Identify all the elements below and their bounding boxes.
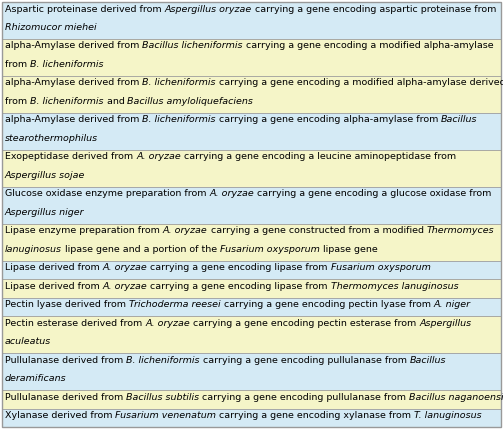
Text: lipase gene: lipase gene [320,245,378,254]
Text: Thermomyces: Thermomyces [427,226,494,235]
Text: A. oryzae: A. oryzae [145,319,190,328]
Text: Aspergillus: Aspergillus [419,319,471,328]
Text: Rhizomucor miehei: Rhizomucor miehei [5,23,97,32]
Bar [2,76,501,113]
Text: Fusarium venenatum: Fusarium venenatum [116,411,216,420]
Bar [2,316,501,353]
Text: Lipase enzyme preparation from: Lipase enzyme preparation from [5,226,163,235]
Text: Aspartic proteinase derived from: Aspartic proteinase derived from [5,4,164,13]
Text: carrying a gene encoding a glucose oxidase from: carrying a gene encoding a glucose oxida… [254,189,491,198]
Text: Bacillus subtilis: Bacillus subtilis [126,393,199,402]
Text: alpha-Amylase derived from: alpha-Amylase derived from [5,79,142,88]
Text: Glucose oxidase enzyme preparation from: Glucose oxidase enzyme preparation from [5,189,210,198]
Text: alpha-Amylase derived from: alpha-Amylase derived from [5,42,142,51]
Text: B. licheniformis: B. licheniformis [142,79,216,88]
Bar [2,113,501,150]
Text: A. oryzae: A. oryzae [136,152,181,161]
Text: Pullulanase derived from: Pullulanase derived from [5,393,126,402]
Text: B. licheniformis: B. licheniformis [30,60,104,69]
Text: Fusarium oxysporum: Fusarium oxysporum [331,263,431,272]
Text: carrying a gene encoding lipase from: carrying a gene encoding lipase from [147,263,331,272]
Text: and: and [104,97,127,106]
Text: Lipase derived from: Lipase derived from [5,263,103,272]
Bar [2,408,501,427]
Text: from: from [5,60,30,69]
Bar [2,224,501,261]
Text: A. oryzae: A. oryzae [163,226,208,235]
Bar [2,353,501,390]
Text: Bacillus: Bacillus [441,115,478,124]
Text: carrying a gene encoding pectin esterase from: carrying a gene encoding pectin esterase… [190,319,419,328]
Text: Trichoderma reesei: Trichoderma reesei [129,300,221,309]
Text: A. oryzae: A. oryzae [210,189,254,198]
Bar [2,390,501,408]
Text: Lipase derived from: Lipase derived from [5,282,103,291]
Text: Exopeptidase derived from: Exopeptidase derived from [5,152,136,161]
Text: carrying a gene constructed from a modified: carrying a gene constructed from a modif… [208,226,427,235]
Bar [2,2,501,39]
Text: carrying a gene encoding a modified alpha-amylase: carrying a gene encoding a modified alph… [243,42,493,51]
Bar [2,187,501,224]
Text: Fusarium oxysporum: Fusarium oxysporum [220,245,320,254]
Text: T. lanuginosus: T. lanuginosus [414,411,482,420]
Text: carrying a gene encoding a leucine aminopeptidase from: carrying a gene encoding a leucine amino… [181,152,456,161]
Bar [2,298,501,316]
Text: A. oryzae: A. oryzae [103,282,147,291]
Text: Bacillus: Bacillus [410,356,446,365]
Text: carrying a gene encoding alpha-amylase from: carrying a gene encoding alpha-amylase f… [216,115,441,124]
Text: Aspergillus oryzae: Aspergillus oryzae [164,4,252,13]
Text: Aspergillus sojae: Aspergillus sojae [5,171,86,180]
Bar [2,261,501,279]
Text: stearothermophilus: stearothermophilus [5,134,98,143]
Text: B. licheniformis: B. licheniformis [126,356,200,365]
Text: lipase gene and a portion of the: lipase gene and a portion of the [62,245,220,254]
Text: A. oryzae: A. oryzae [103,263,147,272]
Text: Thermomyces lanuginosus: Thermomyces lanuginosus [331,282,459,291]
Text: from: from [5,97,30,106]
Text: carrying a gene encoding pullulanase from: carrying a gene encoding pullulanase fro… [199,393,409,402]
Text: A. niger: A. niger [434,300,471,309]
Text: Pullulanase derived from: Pullulanase derived from [5,356,126,365]
Text: Bacillus naganoensis: Bacillus naganoensis [409,393,503,402]
Text: carrying a gene encoding lipase from: carrying a gene encoding lipase from [147,282,331,291]
Text: Xylanase derived from: Xylanase derived from [5,411,116,420]
Bar [2,150,501,187]
Text: lanuginosus: lanuginosus [5,245,62,254]
Text: Aspergillus niger: Aspergillus niger [5,208,85,217]
Text: B. licheniformis: B. licheniformis [142,115,216,124]
Text: aculeatus: aculeatus [5,337,51,346]
Text: carrying a gene encoding pectin lyase from: carrying a gene encoding pectin lyase fr… [221,300,434,309]
Text: Bacillus amyloliquefaciens: Bacillus amyloliquefaciens [127,97,254,106]
Text: carrying a gene encoding xylanase from: carrying a gene encoding xylanase from [216,411,414,420]
Text: Pectin esterase derived from: Pectin esterase derived from [5,319,145,328]
Text: B. licheniformis: B. licheniformis [30,97,104,106]
Text: alpha-Amylase derived from: alpha-Amylase derived from [5,115,142,124]
Text: carrying a gene encoding pullulanase from: carrying a gene encoding pullulanase fro… [200,356,410,365]
Text: carrying a gene encoding a modified alpha-amylase derived: carrying a gene encoding a modified alph… [216,79,503,88]
Text: deramificans: deramificans [5,374,66,383]
Text: Pectin lyase derived from: Pectin lyase derived from [5,300,129,309]
Bar [2,279,501,298]
Bar [2,39,501,76]
Text: carrying a gene encoding aspartic proteinase from: carrying a gene encoding aspartic protei… [252,4,496,13]
Text: Bacillus licheniformis: Bacillus licheniformis [142,42,243,51]
